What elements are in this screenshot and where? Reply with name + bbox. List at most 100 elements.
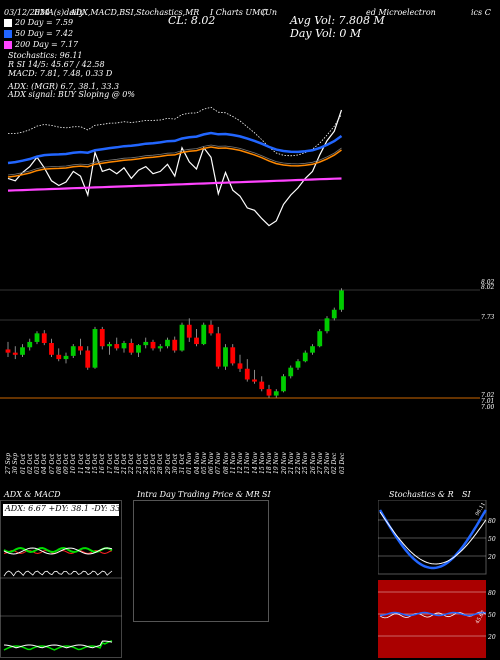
- candle-body: [20, 347, 25, 355]
- candle-body: [114, 344, 120, 349]
- ema-label: EMA(s)daily: [34, 8, 84, 17]
- x-tick-label: 08 Oct: [55, 453, 63, 474]
- intraday-panel-title: Intra Day Trading Price & MR: [137, 490, 260, 499]
- price-label-low3: 7.00: [481, 404, 495, 411]
- legend-swatch: [4, 18, 12, 27]
- candle-body: [41, 333, 47, 343]
- macd-line: [3, 640, 113, 651]
- x-tick-label: 01 Oct: [19, 453, 27, 474]
- x-tick-label: 31 Oct: [179, 453, 186, 474]
- candle-body: [136, 345, 141, 353]
- stoch-panel-title-2: SI: [462, 490, 471, 499]
- x-tick-label: 04 Oct: [41, 453, 49, 474]
- candle-body: [99, 329, 105, 347]
- x-tick-label: 23 Oct: [135, 453, 143, 474]
- x-tick-label: 04 Nov: [193, 452, 201, 474]
- x-tick-label: 02 Dec: [331, 452, 339, 474]
- x-tick-label: 03 Dec: [338, 452, 346, 474]
- x-tick-label: 18 Nov: [266, 452, 273, 474]
- x-tick-label: 01 Nov: [186, 452, 194, 474]
- adx-values: ADX: (MGR) 6.7, 38.1, 33.3: [8, 82, 120, 91]
- ema200-line: [7, 177, 342, 192]
- candle-body: [324, 318, 330, 332]
- candle-body: [121, 343, 127, 349]
- x-tick-label: 08 Nov: [222, 452, 230, 474]
- legend-swatch: [4, 29, 12, 38]
- candle-body: [186, 324, 192, 338]
- price-label-top2: 8.02: [481, 284, 495, 291]
- legend-item-20: 20 Day = 7.59: [4, 17, 78, 28]
- x-tick-label: 16 Oct: [99, 453, 107, 474]
- rsi-axis-label: 50: [488, 612, 496, 619]
- x-tick-label: 17 Oct: [106, 453, 114, 474]
- adx-value-box: ADX: 6.67 +DY: 38.1 -DY: 33.33: [3, 504, 119, 516]
- ema50-line: [7, 131, 343, 165]
- stoch-axis-label: 80: [488, 518, 496, 525]
- x-tick-label: 29 Nov: [324, 452, 331, 474]
- x-tick-label: 27 Nov: [316, 452, 324, 474]
- x-tick-label: 05 Nov: [200, 452, 208, 474]
- candle-body: [165, 339, 170, 347]
- price-label-low2: 7.01: [481, 398, 495, 405]
- x-tick-label: 15 Nov: [258, 452, 266, 474]
- x-tick-label: 15 Oct: [92, 453, 99, 474]
- company-name-1: (Un: [262, 8, 278, 17]
- rsi-values: R SI 14/5: 45.67 / 42.58: [8, 60, 105, 69]
- x-tick-label: 20 Nov: [280, 452, 288, 474]
- candle-body: [259, 381, 265, 390]
- indicator-list-2: SI,Stochastics,MR: [125, 8, 200, 17]
- x-tick-label: 30 Oct: [171, 453, 179, 474]
- x-tick-label: 22 Oct: [128, 453, 136, 474]
- stochastics-value: Stochastics: 96.11: [8, 51, 83, 60]
- x-axis-dates: 27 Sep 30 Sep 01 Oct 02 Oct 03 Oct 04 Oct 07 O…: [0, 440, 500, 480]
- candle-body: [78, 346, 83, 351]
- candle-body: [56, 354, 62, 360]
- candle-body: [288, 367, 294, 377]
- intraday-panel-title-2: SI: [262, 490, 271, 499]
- x-tick-label: 14 Oct: [84, 453, 92, 474]
- adx-panel-title: ADX & MACD: [4, 490, 61, 499]
- x-tick-label: 11 Oct: [77, 453, 85, 474]
- candle-body: [194, 337, 199, 345]
- x-tick-label: 30 Sep: [12, 452, 20, 474]
- stochastic-d-line: [379, 511, 487, 565]
- x-tick-label: 12 Nov: [237, 452, 244, 474]
- candle-body: [12, 352, 18, 355]
- x-tick-label: 29 Oct: [164, 453, 172, 474]
- x-tick-label: 13 Nov: [244, 452, 252, 474]
- candle-body: [201, 324, 207, 345]
- x-tick-label: 25 Nov: [302, 452, 310, 474]
- ema-legend: 20 Day = 7.59 50 Day = 7.42 200 Day = 7.…: [4, 17, 78, 50]
- price-label-low1: 7.02: [481, 392, 495, 399]
- intraday-panel: [133, 500, 269, 622]
- candle-body: [339, 290, 344, 310]
- candle-body: [150, 341, 156, 349]
- indicator-list: ADX,MACD,B: [70, 8, 126, 17]
- candle-body: [331, 309, 337, 319]
- price-line: [7, 109, 343, 227]
- candle-body: [252, 379, 257, 382]
- candle-body: [157, 346, 163, 349]
- x-tick-label: 03 Oct: [34, 453, 41, 474]
- day-volume: Day Vol: 0 M: [290, 27, 362, 40]
- rsi-axis-label: 80: [488, 590, 496, 597]
- candle-body: [179, 324, 185, 351]
- rsi-line: [379, 611, 486, 617]
- x-tick-label: 06 Nov: [208, 452, 215, 474]
- candle-body: [85, 350, 91, 368]
- x-tick-label: 24 Oct: [142, 453, 150, 474]
- candle-body: [92, 329, 98, 368]
- x-tick-label: 27 Sep: [5, 452, 12, 474]
- close-price: CL: 8.02: [168, 14, 216, 27]
- chart-symbol: I Charts UMC: [210, 8, 267, 17]
- rsi-axis-label: 20: [487, 634, 496, 641]
- stoch-axis-label: 50: [488, 536, 496, 543]
- x-tick-label: 21 Oct: [121, 453, 128, 474]
- average-volume: Avg Vol: 7.808 M: [290, 14, 385, 27]
- stochastic-k-line: [378, 509, 487, 570]
- legend-label: 50 Day = 7.42: [15, 29, 74, 38]
- x-tick-label: 07 Oct: [48, 453, 56, 474]
- adx-signal: ADX signal: BUY Sloping @ 0%: [8, 90, 135, 99]
- stoch-axis-label: 20: [487, 554, 496, 561]
- ema20-line: [8, 106, 342, 157]
